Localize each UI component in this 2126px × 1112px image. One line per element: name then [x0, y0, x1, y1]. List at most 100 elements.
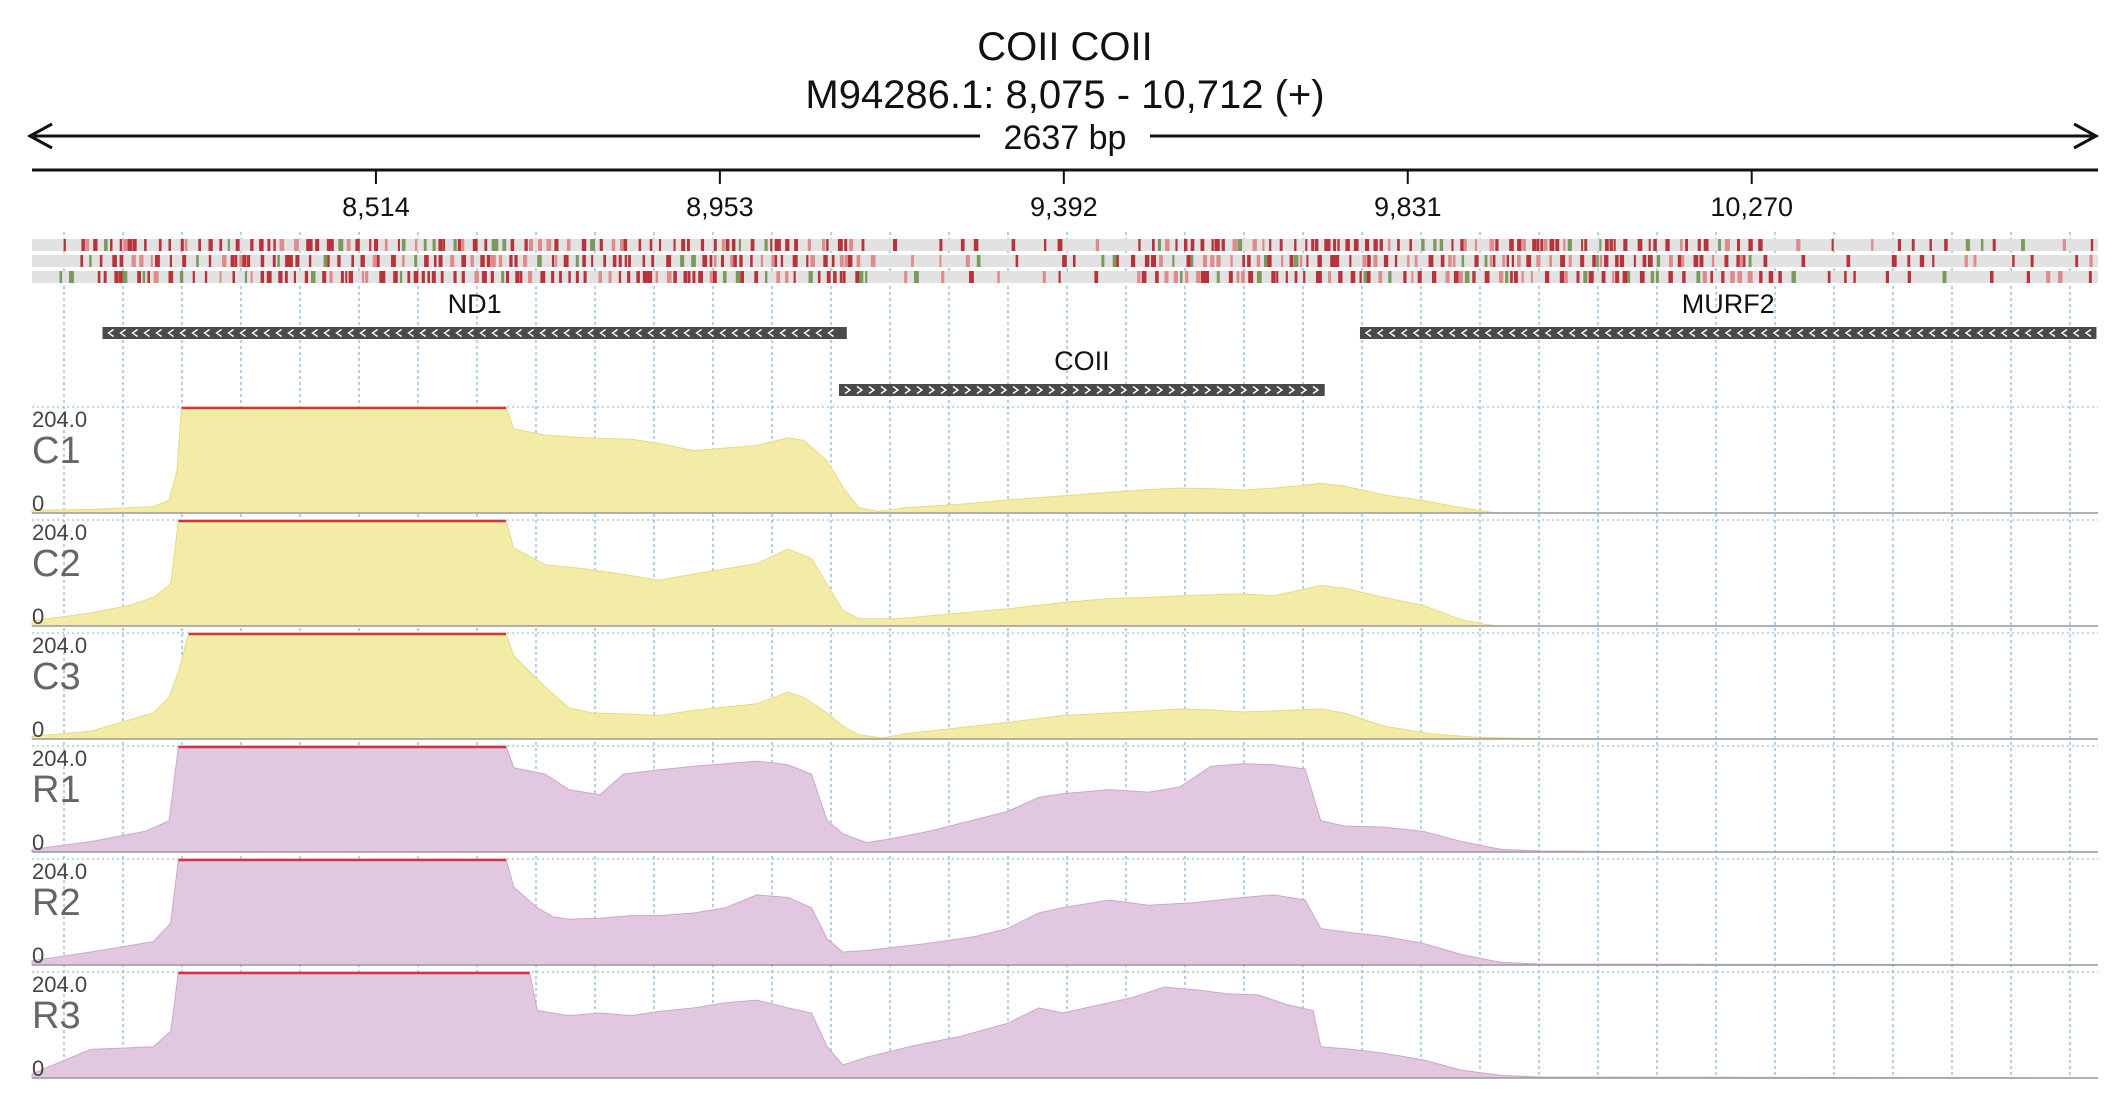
- variant-mark: [391, 255, 396, 267]
- variant-mark: [785, 239, 790, 251]
- variant-mark: [414, 255, 418, 267]
- variant-mark: [1094, 271, 1099, 283]
- ruler-tick-label: 9,392: [1030, 192, 1098, 222]
- variant-mark: [941, 271, 945, 283]
- coverage-area: [31, 858, 2099, 966]
- variant-mark: [413, 271, 419, 283]
- variant-mark: [1328, 271, 1332, 283]
- variant-mark: [1721, 271, 1725, 283]
- variant-mark: [655, 271, 659, 283]
- variant-mark: [750, 255, 753, 267]
- variant-mark: [575, 271, 579, 283]
- variant-mark: [81, 239, 85, 251]
- variant-mark: [1101, 255, 1105, 267]
- variant-mark: [168, 271, 174, 283]
- variant-mark: [1011, 239, 1016, 251]
- variant-mark: [939, 239, 943, 251]
- variant-mark: [698, 271, 703, 283]
- variant-mark: [399, 271, 403, 283]
- variant-mark: [651, 255, 655, 267]
- variant-mark: [1185, 271, 1189, 283]
- variant-mark: [859, 271, 864, 283]
- variant-mark: [1306, 255, 1309, 267]
- variant-mark: [382, 271, 386, 283]
- variant-mark: [1846, 255, 1851, 267]
- variant-mark: [839, 271, 843, 283]
- variant-mark: [1453, 271, 1459, 283]
- variant-mark: [1448, 255, 1452, 267]
- ruler-tick-label: 10,270: [1710, 192, 1793, 222]
- variant-mark: [69, 271, 74, 283]
- variant-mark: [1042, 271, 1046, 283]
- variant-mark: [361, 271, 365, 283]
- variant-mark: [1362, 255, 1367, 267]
- variant-mark: [826, 271, 831, 283]
- variant-mark: [355, 239, 360, 251]
- variant-mark: [1973, 255, 1977, 267]
- variant-mark: [551, 255, 555, 267]
- variant-mark: [1990, 271, 1994, 283]
- variant-mark: [1677, 255, 1683, 267]
- variant-mark: [1271, 271, 1276, 283]
- variant-mark: [725, 239, 730, 251]
- variant-mark: [1592, 255, 1596, 267]
- variant-mark: [440, 271, 444, 283]
- gene-bar[interactable]: [838, 384, 1325, 396]
- variant-mark: [642, 271, 648, 283]
- variant-mark: [457, 239, 461, 251]
- variant-mark: [1256, 255, 1261, 267]
- variant-mark: [566, 239, 571, 251]
- variant-mark: [1576, 271, 1580, 283]
- variant-mark: [1633, 255, 1636, 267]
- variant-mark: [1596, 255, 1599, 267]
- gene-murf2[interactable]: MURF2: [1359, 289, 2097, 339]
- gene-coii[interactable]: COII: [838, 346, 1325, 396]
- variant-mark: [304, 271, 309, 283]
- variant-mark: [196, 255, 199, 267]
- variant-mark: [2088, 271, 2092, 283]
- variant-mark: [414, 239, 418, 251]
- variant-mark: [1190, 255, 1194, 267]
- gene-bar[interactable]: [1359, 327, 2097, 339]
- variant-mark: [1724, 255, 1729, 267]
- gene-nd1[interactable]: ND1: [102, 289, 847, 339]
- variant-mark: [184, 239, 188, 251]
- variant-mark: [242, 255, 247, 267]
- variant-mark: [119, 255, 124, 267]
- variant-mark: [227, 239, 230, 251]
- variant-mark: [538, 239, 542, 251]
- variant-mark: [1383, 255, 1389, 267]
- variant-mark: [1681, 255, 1685, 267]
- variant-mark: [1748, 239, 1753, 251]
- variant-mark: [1907, 255, 1911, 267]
- track-name: R3: [32, 995, 81, 1037]
- variant-mark: [443, 239, 446, 251]
- variant-mark: [612, 255, 617, 267]
- variant-mark: [638, 239, 642, 251]
- variant-mark: [1493, 255, 1496, 267]
- variant-mark: [1316, 271, 1321, 283]
- variant-mark: [730, 255, 736, 267]
- variant-mark: [1200, 271, 1206, 283]
- variant-mark: [893, 239, 898, 251]
- variant-mark: [158, 239, 162, 251]
- variant-mark: [346, 239, 351, 251]
- variant-mark: [1279, 239, 1283, 251]
- gene-bar[interactable]: [102, 327, 847, 339]
- variant-mark: [1311, 239, 1315, 251]
- variant-mark: [624, 255, 628, 267]
- variant-mark: [524, 239, 528, 251]
- variant-mark: [598, 271, 602, 283]
- span-label: 2637 bp: [1004, 119, 1127, 157]
- variant-mark: [1685, 239, 1688, 251]
- variant-mark: [393, 271, 398, 283]
- variant-mark: [510, 239, 515, 251]
- variant-mark: [1463, 239, 1467, 251]
- variant-mark: [407, 271, 411, 283]
- variant-mark: [1682, 271, 1686, 283]
- variant-mark: [649, 239, 653, 251]
- variant-mark: [870, 255, 876, 267]
- variant-mark: [1363, 271, 1369, 283]
- variant-mark: [1294, 271, 1298, 283]
- variant-mark: [2030, 255, 2034, 267]
